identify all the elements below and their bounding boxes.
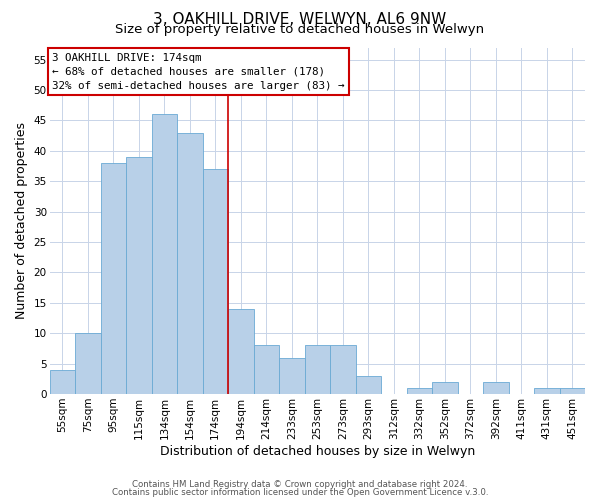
Y-axis label: Number of detached properties: Number of detached properties <box>15 122 28 320</box>
Bar <box>203 169 228 394</box>
Text: 3 OAKHILL DRIVE: 174sqm
← 68% of detached houses are smaller (178)
32% of semi-d: 3 OAKHILL DRIVE: 174sqm ← 68% of detache… <box>52 52 345 90</box>
Bar <box>228 309 254 394</box>
X-axis label: Distribution of detached houses by size in Welwyn: Distribution of detached houses by size … <box>160 444 475 458</box>
Bar <box>330 346 356 394</box>
Bar <box>534 388 560 394</box>
Bar <box>483 382 509 394</box>
Bar <box>432 382 458 394</box>
Bar <box>152 114 177 394</box>
Bar <box>75 333 101 394</box>
Text: Contains HM Land Registry data © Crown copyright and database right 2024.: Contains HM Land Registry data © Crown c… <box>132 480 468 489</box>
Bar <box>177 132 203 394</box>
Bar <box>560 388 585 394</box>
Bar <box>50 370 75 394</box>
Text: Size of property relative to detached houses in Welwyn: Size of property relative to detached ho… <box>115 24 485 36</box>
Text: 3, OAKHILL DRIVE, WELWYN, AL6 9NW: 3, OAKHILL DRIVE, WELWYN, AL6 9NW <box>154 12 446 28</box>
Bar <box>356 376 381 394</box>
Bar <box>101 163 126 394</box>
Bar <box>254 346 279 394</box>
Text: Contains public sector information licensed under the Open Government Licence v.: Contains public sector information licen… <box>112 488 488 497</box>
Bar <box>279 358 305 394</box>
Bar <box>407 388 432 394</box>
Bar <box>305 346 330 394</box>
Bar <box>126 157 152 394</box>
